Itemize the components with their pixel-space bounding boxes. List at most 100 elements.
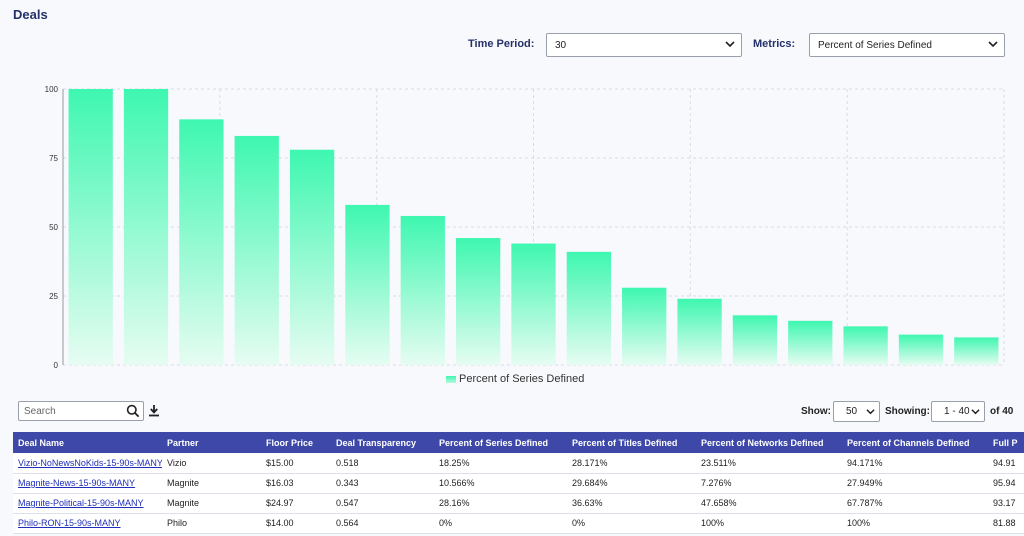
col-header-series-defined[interactable]: Percent of Series Defined bbox=[434, 432, 567, 453]
bar[interactable] bbox=[732, 315, 778, 365]
channels-defined-cell: 27.949% bbox=[842, 473, 988, 494]
page-size-select[interactable]: 50 bbox=[833, 401, 880, 422]
table-header-row: Deal Name Partner Floor Price Deal Trans… bbox=[13, 432, 1024, 453]
bar[interactable] bbox=[123, 89, 169, 365]
channels-defined-cell: 100% bbox=[842, 513, 988, 534]
metrics-select[interactable]: Percent of Series Defined bbox=[809, 33, 1005, 57]
bar[interactable] bbox=[234, 135, 279, 365]
titles-defined-cell: 0% bbox=[567, 513, 696, 534]
time-period-select[interactable]: 30 bbox=[546, 33, 742, 57]
titles-defined-cell: 36.63% bbox=[567, 493, 696, 514]
table-row: Vizio-NoNewsNoKids-15-90s-MANY Vizio $15… bbox=[13, 453, 1024, 474]
full-cell: 95.94 bbox=[988, 473, 1024, 494]
page-size-value: 50 bbox=[846, 406, 858, 417]
deal-name-cell: Magnite-Political-15-90s-MANY bbox=[13, 493, 162, 514]
series-defined-cell: 18.25% bbox=[434, 453, 567, 474]
legend-label: Percent of Series Defined bbox=[459, 373, 585, 385]
floor-price-cell: $15.00 bbox=[261, 453, 331, 474]
full-cell: 94.91 bbox=[988, 453, 1024, 474]
partner-cell: Magnite bbox=[162, 473, 261, 494]
col-header-titles-defined[interactable]: Percent of Titles Defined bbox=[567, 432, 696, 453]
chart-svg: 0 25 50 75 100 bbox=[45, 85, 1005, 370]
transparency-cell: 0.547 bbox=[331, 493, 434, 514]
chevron-down-icon bbox=[988, 41, 998, 48]
transparency-cell: 0.564 bbox=[331, 513, 434, 534]
bar[interactable] bbox=[68, 89, 113, 365]
networks-defined-cell: 7.276% bbox=[696, 473, 842, 494]
bar[interactable] bbox=[566, 251, 611, 365]
col-header-floor-price[interactable]: Floor Price bbox=[261, 432, 331, 453]
networks-defined-cell: 47.658% bbox=[696, 493, 842, 514]
bar[interactable] bbox=[400, 215, 445, 365]
col-header-channels-defined[interactable]: Percent of Channels Defined bbox=[842, 432, 988, 453]
channels-defined-cell: 67.787% bbox=[842, 493, 988, 514]
bar[interactable] bbox=[843, 326, 888, 365]
bar-chart: 0 25 50 75 100 bbox=[0, 78, 1024, 388]
series-defined-cell: 10.566% bbox=[434, 473, 567, 494]
search-input[interactable] bbox=[24, 406, 124, 417]
partner-cell: Magnite bbox=[162, 493, 261, 514]
deal-name-cell: Magnite-News-15-90s-MANY bbox=[13, 473, 162, 494]
bar[interactable] bbox=[788, 320, 833, 365]
table-row: Philo-RON-15-90s-MANY Philo $14.00 0.564… bbox=[13, 513, 1024, 534]
networks-defined-cell: 23.511% bbox=[696, 453, 842, 474]
transparency-cell: 0.518 bbox=[331, 453, 434, 474]
showing-range-value: 1 - 40 bbox=[944, 406, 970, 417]
bar[interactable] bbox=[898, 334, 944, 365]
search-box[interactable] bbox=[18, 401, 144, 421]
networks-defined-cell: 100% bbox=[696, 513, 842, 534]
y-tick-label: 75 bbox=[49, 154, 58, 163]
metrics-label: Metrics: bbox=[753, 38, 796, 50]
controls-bar: Time Period: 30 Metrics: Percent of Seri… bbox=[0, 33, 1024, 57]
search-icon[interactable] bbox=[126, 404, 140, 418]
channels-defined-cell: 94.171% bbox=[842, 453, 988, 474]
series-defined-cell: 0% bbox=[434, 513, 567, 534]
bar[interactable] bbox=[511, 243, 556, 365]
showing-range-select[interactable]: 1 - 40 bbox=[931, 401, 985, 422]
bar[interactable] bbox=[622, 287, 667, 365]
y-tick-label: 100 bbox=[45, 85, 59, 94]
metrics-value: Percent of Series Defined bbox=[818, 40, 932, 51]
page-title: Deals bbox=[13, 7, 48, 22]
deals-table: Deal Name Partner Floor Price Deal Trans… bbox=[13, 432, 1024, 534]
col-header-deal-name[interactable]: Deal Name bbox=[13, 432, 162, 453]
col-header-networks-defined[interactable]: Percent of Networks Defined bbox=[696, 432, 842, 453]
table-row: Magnite-News-15-90s-MANY Magnite $16.03 … bbox=[13, 473, 1024, 494]
series-defined-cell: 28.16% bbox=[434, 493, 567, 514]
titles-defined-cell: 29.684% bbox=[567, 473, 696, 494]
col-header-full[interactable]: Full P bbox=[988, 432, 1024, 453]
bar[interactable] bbox=[677, 298, 722, 365]
deal-link[interactable]: Magnite-News-15-90s-MANY bbox=[18, 478, 136, 488]
legend-swatch bbox=[446, 375, 456, 383]
floor-price-cell: $24.97 bbox=[261, 493, 331, 514]
bar[interactable] bbox=[289, 149, 335, 365]
time-period-label: Time Period: bbox=[468, 38, 535, 50]
deal-link[interactable]: Vizio-NoNewsNoKids-15-90s-MANY bbox=[18, 457, 162, 468]
bar[interactable] bbox=[345, 204, 390, 365]
col-header-partner[interactable]: Partner bbox=[162, 432, 261, 453]
bar[interactable] bbox=[179, 119, 224, 365]
bar[interactable] bbox=[456, 238, 501, 365]
download-icon[interactable] bbox=[148, 404, 160, 417]
table-row: Magnite-Political-15-90s-MANY Magnite $2… bbox=[13, 493, 1024, 514]
show-label: Show: bbox=[801, 406, 831, 417]
time-period-value: 30 bbox=[555, 40, 567, 51]
transparency-cell: 0.343 bbox=[331, 473, 434, 494]
chart-legend: Percent of Series Defined bbox=[446, 373, 584, 385]
chevron-down-icon bbox=[725, 41, 735, 48]
deal-link[interactable]: Philo-RON-15-90s-MANY bbox=[18, 518, 121, 528]
total-count: of 40 bbox=[990, 406, 1014, 417]
bar[interactable] bbox=[954, 337, 999, 365]
deal-name-cell: Philo-RON-15-90s-MANY bbox=[13, 513, 162, 534]
partner-cell: Vizio bbox=[162, 453, 261, 474]
y-tick-label: 25 bbox=[49, 292, 58, 301]
partner-cell: Philo bbox=[162, 513, 261, 534]
showing-label: Showing: bbox=[885, 406, 930, 417]
titles-defined-cell: 28.171% bbox=[567, 453, 696, 474]
chevron-down-icon bbox=[971, 409, 980, 415]
chevron-down-icon bbox=[866, 409, 875, 415]
col-header-deal-transparency[interactable]: Deal Transparency bbox=[331, 432, 434, 453]
deal-link[interactable]: Magnite-Political-15-90s-MANY bbox=[18, 498, 144, 508]
full-cell: 81.88 bbox=[988, 513, 1024, 534]
y-tick-label: 0 bbox=[54, 361, 59, 370]
